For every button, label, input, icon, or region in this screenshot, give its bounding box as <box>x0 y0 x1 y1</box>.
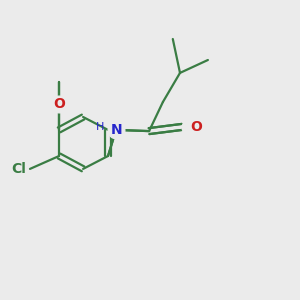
Text: H: H <box>95 122 104 132</box>
Text: N: N <box>110 123 122 137</box>
Text: Cl: Cl <box>11 162 26 176</box>
Text: O: O <box>53 97 65 111</box>
Text: O: O <box>190 120 202 134</box>
